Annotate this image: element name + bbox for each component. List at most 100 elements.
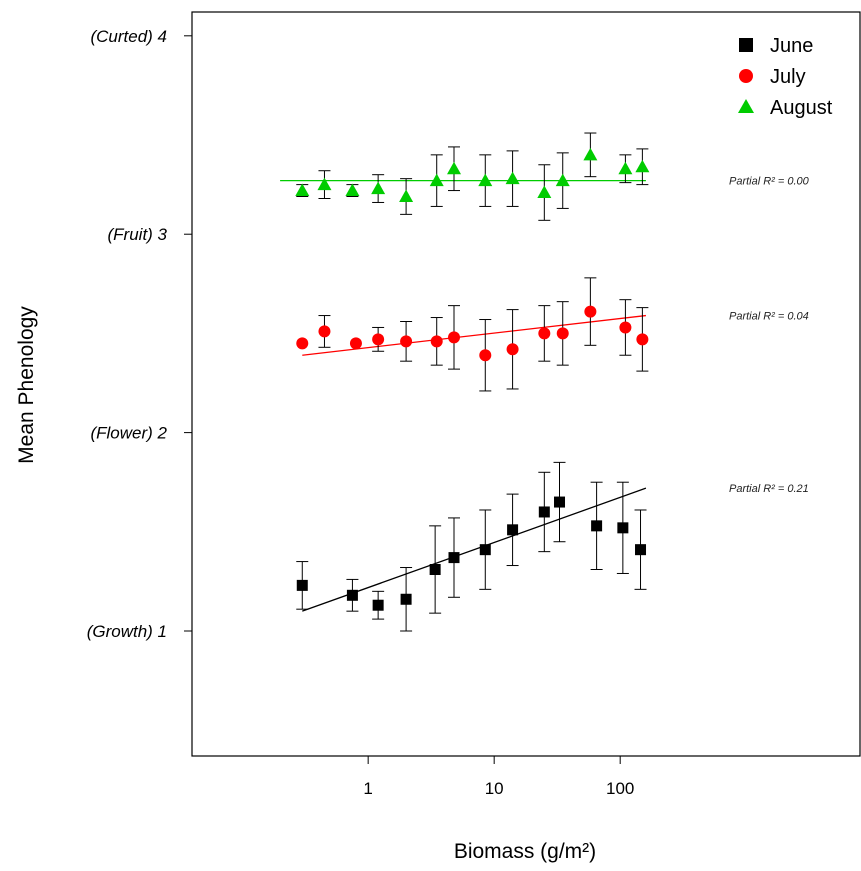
y-axis-title: Mean Phenology [15, 306, 38, 464]
august-point [429, 154, 444, 207]
july-point [296, 337, 309, 350]
august-point [399, 178, 414, 215]
june-marker [507, 524, 519, 536]
july-point [349, 337, 362, 350]
august-marker [537, 185, 552, 199]
july-marker [636, 333, 649, 346]
june-marker [617, 522, 629, 534]
x-axis-title: Biomass (g/m²) [454, 840, 596, 863]
august-point [345, 183, 360, 198]
august-marker [583, 147, 598, 161]
june-point [479, 509, 492, 590]
july-point [506, 309, 519, 390]
legend-marker-august [738, 99, 754, 113]
legend-item-august: August [738, 97, 833, 119]
june-marker [296, 579, 308, 591]
june-point [372, 590, 385, 620]
august-marker [618, 161, 633, 175]
june-point [346, 578, 359, 612]
july-fit-line [302, 314, 646, 356]
legend-item-june: June [739, 35, 813, 57]
y-tick-label: (Flower) 2 [90, 424, 167, 443]
legend-marker-july [739, 69, 753, 83]
legend-marker-june [739, 38, 753, 52]
june-marker [554, 496, 566, 508]
june-point [634, 509, 647, 590]
august-marker [447, 161, 462, 175]
june-point [590, 481, 603, 571]
june-partial-r2-label: Partial R² = 0.21 [729, 483, 809, 495]
legend-label-july: July [770, 66, 806, 88]
july-point [619, 299, 632, 356]
july-marker [430, 335, 443, 348]
july-point [584, 277, 597, 346]
august-point [317, 170, 332, 199]
june-point [296, 561, 309, 610]
august-marker [635, 159, 650, 173]
june-point [616, 481, 629, 574]
june-marker [400, 593, 412, 605]
august-point [618, 154, 633, 184]
july-point [479, 319, 492, 392]
x-tick-label: 1 [363, 779, 372, 798]
june-marker [346, 589, 358, 601]
y-tick-label: (Fruit) 3 [108, 225, 168, 244]
july-marker [479, 349, 492, 362]
july-point [538, 305, 551, 362]
august-point [635, 148, 650, 186]
june-point [448, 517, 461, 598]
august-point [583, 132, 598, 178]
july-marker [584, 305, 597, 318]
july-marker [400, 335, 413, 348]
july-point [636, 307, 649, 372]
july-marker [448, 331, 461, 344]
legend-label-august: August [770, 97, 833, 119]
august-point [505, 150, 520, 207]
august-partial-r2-label: Partial R² = 0.00 [729, 176, 810, 188]
june-point [506, 493, 519, 567]
august-marker [317, 177, 332, 191]
july-point [430, 317, 443, 366]
august-marker [295, 183, 310, 197]
legend: June July August [738, 35, 833, 119]
august-point [478, 154, 493, 207]
august-marker [345, 183, 360, 197]
june-marker [591, 520, 603, 532]
x-tick-label: 10 [485, 779, 504, 798]
august-point [555, 152, 570, 209]
legend-item-july: July [739, 66, 806, 88]
july-partial-r2-label: Partial R² = 0.04 [729, 311, 809, 323]
legend-label-june: June [770, 35, 813, 57]
july-marker [506, 343, 519, 356]
august-marker [478, 173, 493, 187]
july-marker [318, 325, 331, 338]
july-point [400, 321, 413, 362]
fit-annotations: Partial R² = 0.21 Partial R² = 0.04 Partia… [729, 176, 810, 496]
june-marker [372, 599, 384, 611]
june-point [429, 525, 442, 614]
x-tick-label: 100 [606, 779, 634, 798]
y-tick-label: (Curted) 4 [90, 27, 167, 46]
july-marker [372, 333, 385, 346]
july-point [372, 326, 385, 352]
july-marker [349, 337, 362, 350]
august-marker [429, 173, 444, 187]
june-marker [538, 506, 550, 518]
june-point [400, 567, 413, 632]
august-marker [399, 189, 414, 203]
august-marker [371, 181, 386, 195]
june-marker [479, 544, 491, 556]
june-marker [448, 552, 460, 564]
august-point [447, 146, 462, 192]
june-point [538, 471, 551, 553]
july-marker [296, 337, 309, 350]
data-marks [295, 132, 650, 632]
august-point [295, 183, 310, 198]
august-point [371, 174, 386, 203]
august-marker [555, 173, 570, 187]
june-marker [635, 544, 647, 556]
june-point [553, 461, 566, 543]
july-marker [538, 327, 551, 340]
july-marker [556, 327, 569, 340]
